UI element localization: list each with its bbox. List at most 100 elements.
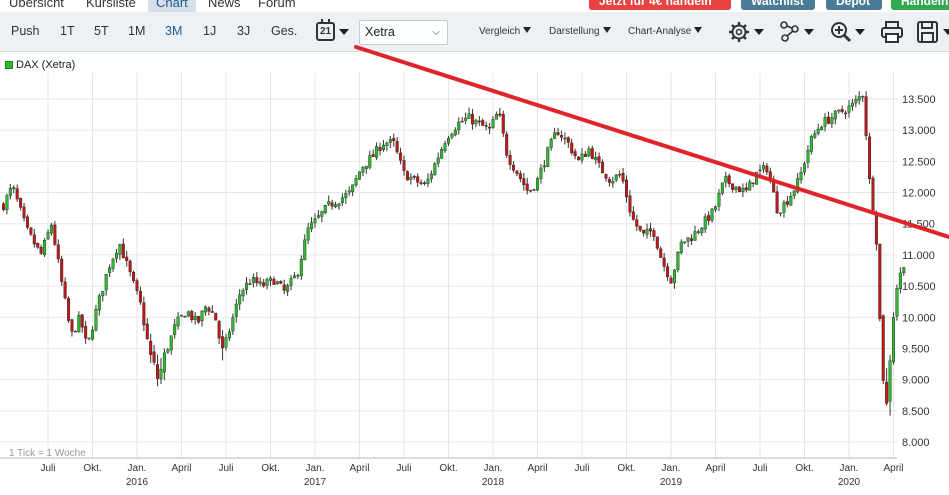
candle-body bbox=[364, 165, 368, 169]
candle-body bbox=[388, 138, 392, 143]
gear-icon[interactable] bbox=[728, 20, 768, 44]
candle-body bbox=[477, 120, 481, 123]
tab-uebersicht[interactable]: Übersicht bbox=[9, 0, 64, 10]
exchange-select[interactable]: Xetra ⌵ bbox=[359, 20, 448, 45]
candle-body bbox=[186, 311, 190, 317]
candle-body bbox=[601, 161, 605, 174]
candle-body bbox=[583, 153, 587, 157]
x-tick-label: Okt. bbox=[617, 463, 635, 474]
darstellung-dropdown[interactable]: Darstellung bbox=[549, 26, 611, 37]
candle-body bbox=[631, 211, 635, 220]
depot-button[interactable]: Depot bbox=[826, 0, 882, 10]
candle-body bbox=[549, 139, 553, 148]
tab-forum[interactable]: Forum bbox=[258, 0, 296, 10]
candle-body bbox=[570, 142, 574, 154]
candle-body bbox=[628, 195, 632, 213]
candle-body bbox=[888, 360, 892, 402]
period-push[interactable]: Push bbox=[11, 24, 40, 38]
candle-body bbox=[19, 198, 23, 208]
candle-body bbox=[505, 133, 509, 156]
candle-body bbox=[844, 112, 848, 115]
candle-body bbox=[361, 167, 365, 173]
candle-body bbox=[676, 251, 680, 271]
y-tick-label: 11.500 bbox=[902, 219, 935, 231]
candle-body bbox=[666, 266, 670, 278]
candle-body bbox=[221, 336, 225, 349]
chart-toolbar: Push 1T 5T 1M 3M 1J 3J Ges. 21 Xetra ⌵ V… bbox=[0, 12, 949, 52]
dropdown-arrow-icon bbox=[523, 27, 532, 34]
candle-body bbox=[850, 102, 854, 107]
x-tick-label: Jan. bbox=[306, 463, 325, 474]
candle-body bbox=[77, 314, 81, 333]
candle-body bbox=[2, 203, 5, 211]
candle-body bbox=[809, 136, 813, 152]
tab-chart[interactable]: Chart bbox=[148, 0, 196, 12]
candle-body bbox=[138, 290, 142, 303]
watchlist-button[interactable]: Watchlist bbox=[741, 0, 815, 10]
candle-body bbox=[782, 202, 786, 213]
candle-body bbox=[436, 157, 440, 164]
handeln-button[interactable]: Handeln bbox=[891, 0, 949, 10]
candle-body bbox=[142, 302, 146, 326]
candle-body bbox=[416, 176, 420, 183]
period-1j[interactable]: 1J bbox=[203, 24, 217, 38]
candle-body bbox=[275, 281, 279, 284]
period-5t[interactable]: 5T bbox=[94, 24, 109, 38]
candle-body bbox=[720, 182, 724, 194]
candle-body bbox=[614, 174, 618, 181]
candle-body bbox=[460, 120, 464, 123]
save-icon[interactable] bbox=[916, 20, 949, 44]
candle-body bbox=[217, 321, 221, 339]
period-1t[interactable]: 1T bbox=[60, 24, 75, 38]
candle-body bbox=[255, 277, 259, 284]
period-1m[interactable]: 1M bbox=[128, 24, 146, 38]
candle-body bbox=[210, 311, 214, 313]
candle-body bbox=[789, 196, 793, 206]
x-year-label: 2020 bbox=[838, 477, 861, 488]
candle-body bbox=[525, 183, 529, 191]
candle-body bbox=[193, 315, 197, 321]
candle-body bbox=[292, 275, 296, 279]
candle-body bbox=[546, 147, 550, 167]
candle-body bbox=[707, 215, 711, 221]
share-nodes-icon[interactable] bbox=[779, 20, 819, 44]
candle-body bbox=[878, 243, 882, 319]
candle-body bbox=[885, 381, 889, 404]
candle-body bbox=[121, 243, 125, 259]
candle-body bbox=[498, 113, 502, 116]
candle-body bbox=[279, 281, 283, 284]
candle-body bbox=[426, 178, 430, 184]
tab-kursliste[interactable]: Kursliste bbox=[86, 0, 136, 10]
candle-body bbox=[518, 173, 522, 180]
period-3m[interactable]: 3M bbox=[165, 24, 183, 38]
calendar-icon[interactable]: 21 bbox=[316, 19, 335, 41]
candle-body bbox=[419, 182, 423, 184]
chart-analyse-dropdown[interactable]: Chart-Analyse bbox=[628, 26, 703, 37]
calendar-dropdown-icon[interactable] bbox=[339, 29, 349, 35]
trade-offer-button[interactable]: Jetzt für 4€ handeln bbox=[589, 0, 731, 10]
candle-body bbox=[744, 187, 748, 191]
candle-body bbox=[597, 156, 601, 163]
candle-body bbox=[114, 252, 118, 259]
zoom-icon[interactable] bbox=[829, 20, 869, 44]
candle-body bbox=[289, 278, 293, 286]
candle-body bbox=[902, 267, 906, 274]
print-icon[interactable] bbox=[880, 20, 904, 44]
candle-body bbox=[577, 156, 581, 160]
candle-body bbox=[327, 201, 331, 205]
period-ges[interactable]: Ges. bbox=[271, 24, 298, 38]
candle-body bbox=[162, 352, 166, 373]
candle-body bbox=[563, 137, 567, 140]
candle-body bbox=[494, 114, 498, 120]
tab-news[interactable]: News bbox=[208, 0, 241, 10]
period-3j[interactable]: 3J bbox=[237, 24, 251, 38]
candle-body bbox=[645, 229, 649, 235]
x-tick-label: Jan. bbox=[484, 463, 503, 474]
x-tick-label: April bbox=[171, 463, 191, 474]
candle-body bbox=[125, 256, 129, 261]
vergleich-dropdown[interactable]: Vergleich bbox=[479, 26, 532, 37]
candle-body bbox=[176, 316, 180, 327]
candle-body bbox=[429, 173, 433, 180]
